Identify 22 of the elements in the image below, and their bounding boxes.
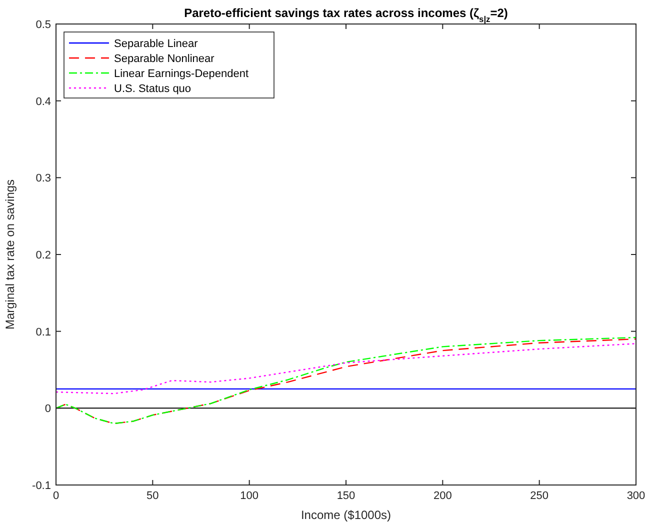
x-tick-label: 50 (146, 490, 159, 502)
y-tick-label: 0 (44, 403, 51, 416)
x-tick-label: 250 (530, 490, 549, 502)
y-tick-label: -0.1 (32, 480, 51, 492)
y-axis-title: Marginal tax rate on savings (3, 179, 17, 330)
x-tick-label: 0 (52, 490, 60, 502)
x-axis-title: Income ($1000s) (300, 508, 392, 522)
y-tick-label: 0.4 (36, 96, 51, 108)
y-tick-label: 0.5 (36, 19, 51, 31)
y-tick-label: 0.1 (36, 326, 51, 338)
x-tick-label: 200 (433, 490, 452, 502)
line-series (55, 343, 637, 394)
legend-label: Linear Earnings-Dependent (114, 68, 249, 80)
x-tick-label: 100 (240, 490, 259, 502)
legend-label: Separable Nonlinear (114, 53, 215, 65)
x-tick-label: 150 (336, 490, 356, 502)
legend-label: U.S. Status quo (114, 83, 192, 95)
y-tick-label: 0.3 (36, 172, 51, 185)
chart-title: Pareto-efficient savings tax rates across incomes (ζ$_{s|z}$=2) (184, 6, 508, 24)
x-tick-label: 300 (626, 490, 646, 502)
y-tick-label: 0.2 (36, 250, 51, 262)
legend-label: Separable Linear (114, 38, 198, 50)
